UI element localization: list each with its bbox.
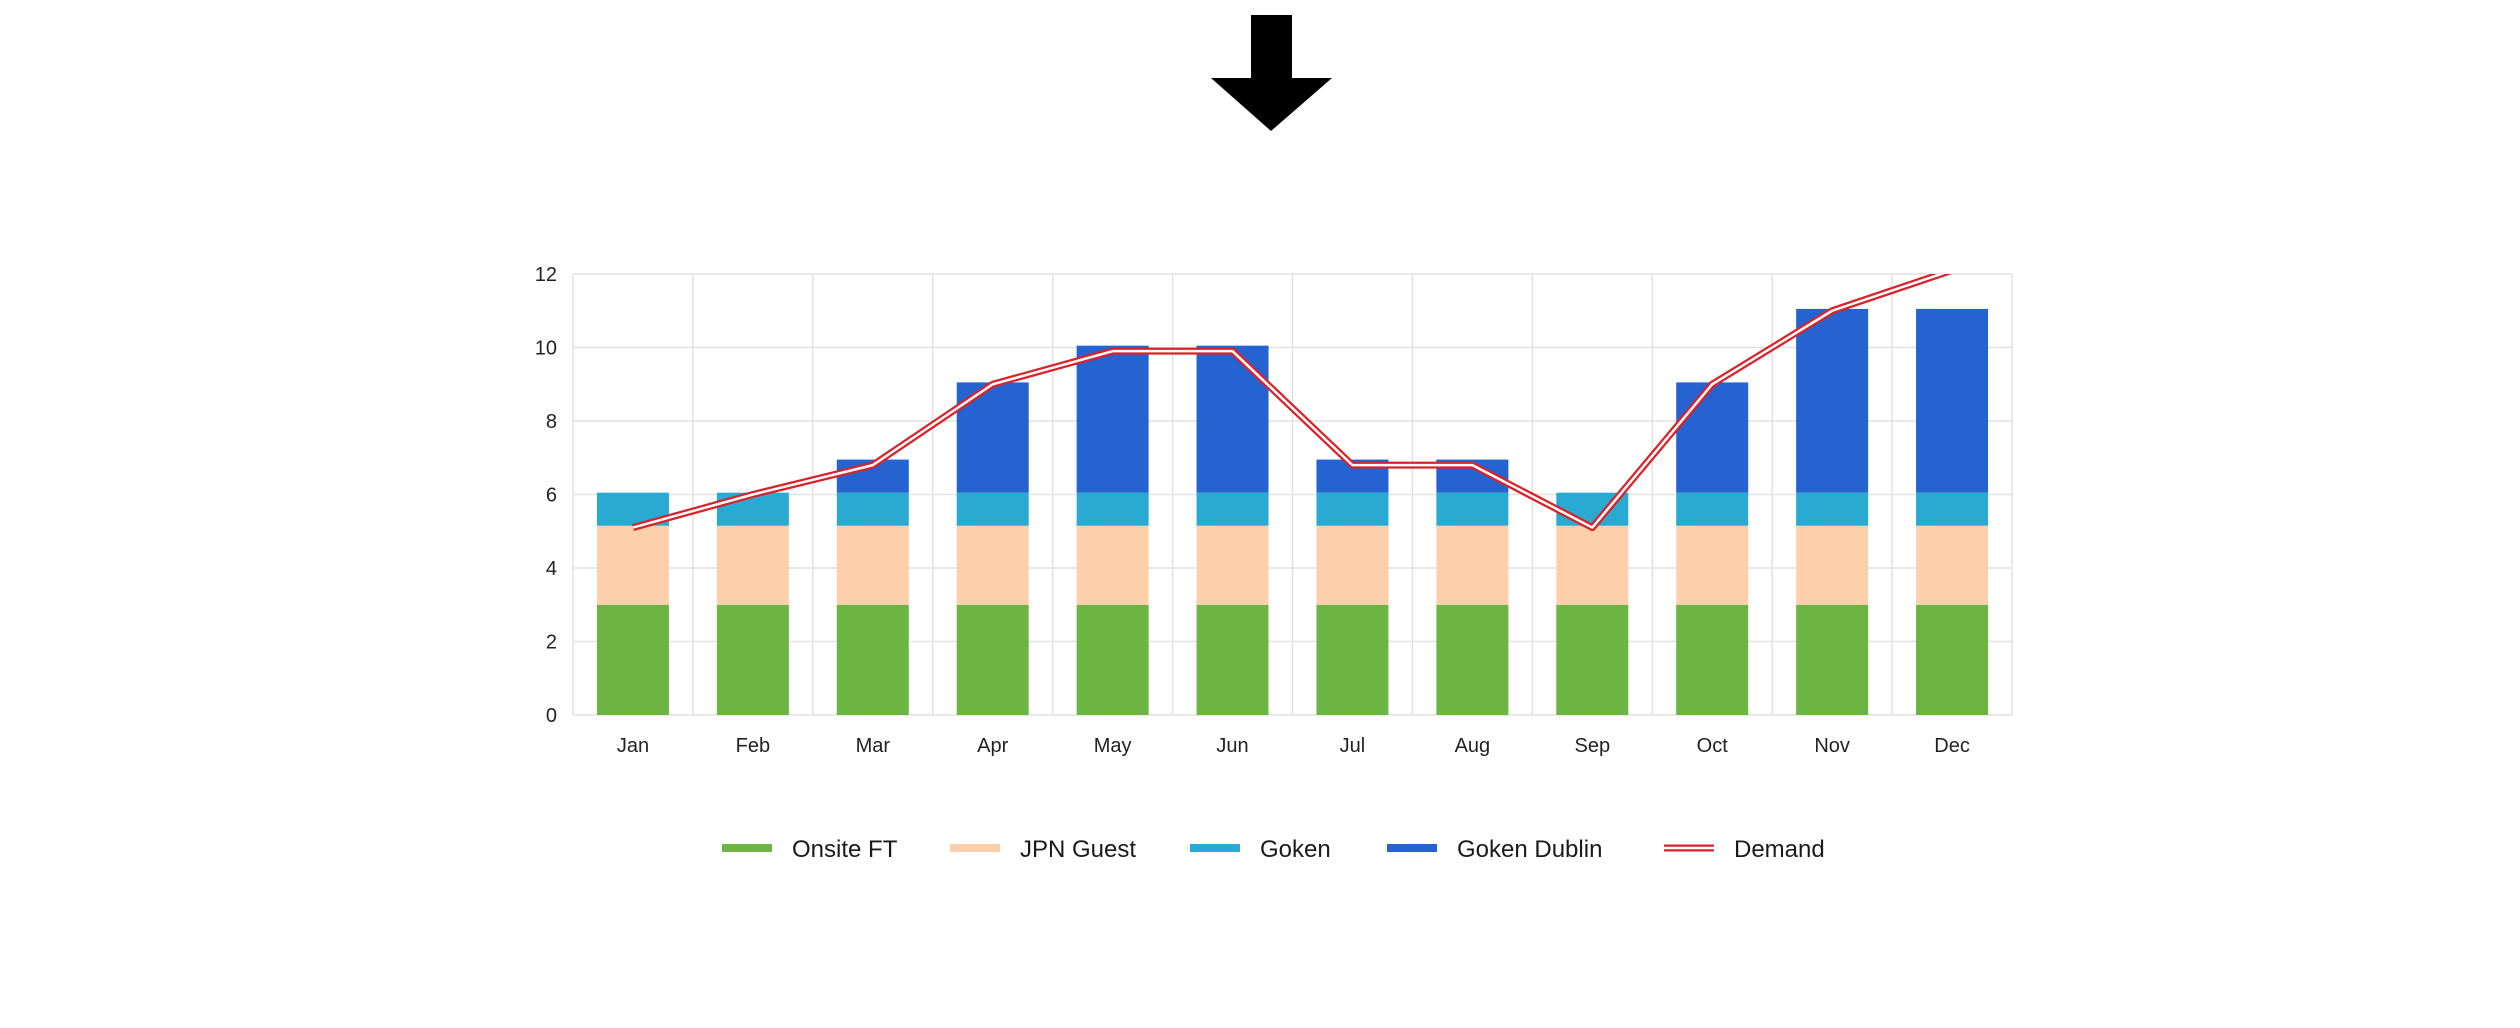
x-tick-label: Jun (1216, 735, 1248, 757)
demand-line (632, 274, 1953, 532)
bar-jpn-guest (1316, 525, 1389, 605)
bar-onsite-ft (716, 604, 789, 715)
bar-goken (836, 492, 909, 526)
bar-jpn-guest (1556, 525, 1629, 605)
y-tick-label: 0 (546, 705, 557, 727)
legend-goken-dublin-label: Goken Dublin (1457, 836, 1602, 863)
legend-jpn-guest-label: JPN Guest (1020, 836, 1136, 863)
y-tick-label: 10 (535, 338, 557, 360)
x-tick-label: Feb (736, 735, 770, 757)
bar-goken (1796, 492, 1869, 526)
bar-jpn-guest (1676, 525, 1749, 605)
legend-demand-label: Demand (1734, 836, 1825, 863)
bar-onsite-ft (1196, 604, 1269, 715)
chart-bars (596, 308, 1989, 715)
bar-jpn-guest (1916, 525, 1989, 605)
bar-jpn-guest (956, 525, 1029, 605)
y-tick-label: 12 (535, 264, 557, 286)
x-tick-label: Apr (977, 735, 1008, 757)
bar-goken-dublin (1196, 345, 1269, 493)
y-tick-label: 8 (546, 411, 557, 433)
chart-grid (572, 273, 2013, 716)
bar-jpn-guest (1196, 525, 1269, 605)
bar-goken-dublin (1076, 345, 1149, 493)
bar-onsite-ft (1916, 604, 1989, 715)
bar-goken (1676, 492, 1749, 526)
bar-goken (1076, 492, 1149, 526)
bar-jpn-guest (716, 525, 789, 605)
x-tick-label: Dec (1934, 735, 1970, 757)
bar-jpn-guest (836, 525, 909, 605)
x-tick-label: Oct (1697, 735, 1729, 757)
bar-onsite-ft (1556, 604, 1629, 715)
bar-onsite-ft (1316, 604, 1389, 715)
legend-goken-dublin-swatch (1387, 844, 1437, 852)
x-tick-label: May (1094, 735, 1132, 757)
y-tick-label: 2 (546, 632, 557, 654)
bar-goken (1916, 492, 1989, 526)
bar-onsite-ft (836, 604, 909, 715)
down-arrow-icon (1211, 15, 1332, 131)
bar-onsite-ft (1796, 604, 1869, 715)
y-tick-label: 6 (546, 485, 557, 507)
bar-jpn-guest (596, 525, 669, 605)
legend-goken-swatch (1190, 844, 1240, 852)
bar-onsite-ft (1436, 604, 1509, 715)
x-tick-label: Jan (617, 735, 649, 757)
chart-axes: 0 2 4 6 8 10 12 Jan Feb Mar Apr May Jun Jul Aug Sep Oct N… (535, 264, 1970, 757)
x-tick-label: Aug (1455, 735, 1491, 757)
bar-onsite-ft (956, 604, 1029, 715)
bar-jpn-guest (1436, 525, 1509, 605)
bar-goken (956, 492, 1029, 526)
demand-line-inner (632, 274, 1946, 529)
y-tick-label: 4 (546, 558, 557, 580)
x-tick-label: Sep (1574, 735, 1610, 757)
legend-jpn-guest-swatch (950, 844, 1000, 852)
bar-onsite-ft (596, 604, 669, 715)
bar-goken-dublin (1676, 382, 1749, 493)
legend-onsite-ft-swatch (722, 844, 772, 852)
bar-jpn-guest (1076, 525, 1149, 605)
legend-onsite-ft-label: Onsite FT (792, 836, 898, 863)
bar-goken-dublin (1916, 308, 1989, 493)
bar-goken (1196, 492, 1269, 526)
x-tick-label: Mar (856, 735, 891, 757)
x-tick-label: Nov (1814, 735, 1850, 757)
bar-goken (1436, 492, 1509, 526)
bar-onsite-ft (1676, 604, 1749, 715)
chart-legend: Onsite FT JPN Guest Goken Goken Dublin Deman… (722, 836, 1825, 863)
bar-goken (1316, 492, 1389, 526)
x-tick-label: Jul (1340, 735, 1366, 757)
legend-goken-label: Goken (1260, 836, 1331, 863)
bar-onsite-ft (1076, 604, 1149, 715)
bar-jpn-guest (1796, 525, 1869, 605)
bar-goken-dublin (1796, 308, 1869, 493)
